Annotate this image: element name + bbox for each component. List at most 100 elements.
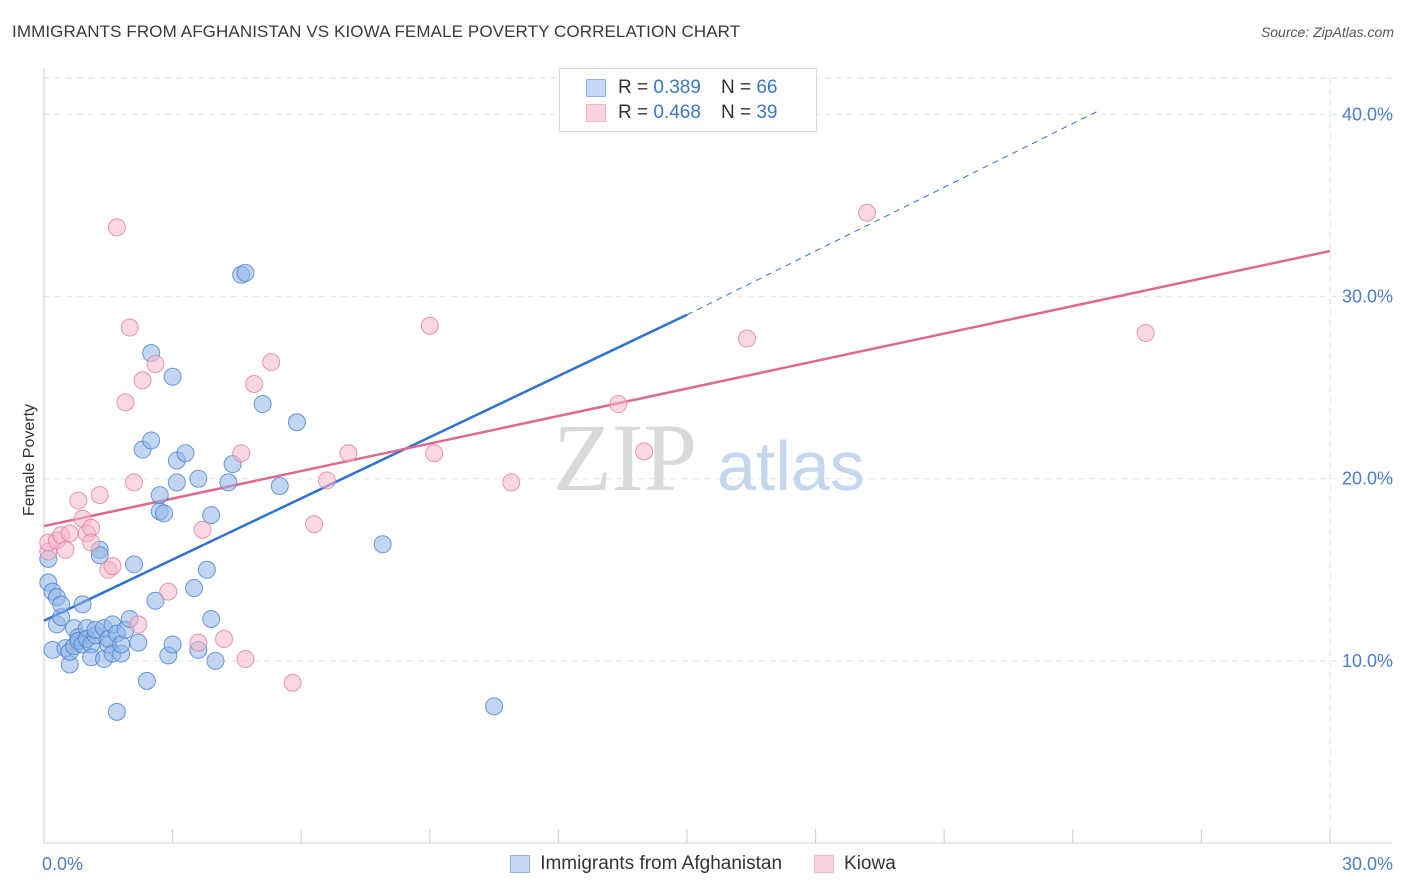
point-kiowa bbox=[159, 582, 178, 601]
point-kiowa bbox=[107, 218, 126, 237]
point-afghanistan bbox=[202, 506, 221, 525]
point-kiowa bbox=[858, 203, 877, 222]
trend-line-afghanistan bbox=[43, 313, 688, 622]
chart-title: IMMIGRANTS FROM AFGHANISTAN VS KIOWA FEM… bbox=[12, 22, 741, 41]
point-kiowa bbox=[420, 316, 439, 335]
point-afghanistan bbox=[137, 671, 156, 690]
y-tick-label: 10.0% bbox=[1342, 651, 1393, 671]
bottom-legend-label: Immigrants from Afghanistan bbox=[540, 853, 783, 874]
axes bbox=[43, 68, 1392, 844]
point-kiowa bbox=[103, 557, 122, 576]
bottom-legend-swatch-kiowa bbox=[814, 855, 835, 873]
legend-r-value: 0.468 bbox=[653, 102, 701, 123]
point-kiowa bbox=[189, 633, 208, 652]
legend-row-afghanistan: R = 0.389 N = 66 bbox=[586, 76, 777, 100]
watermark-atlas: atlas bbox=[717, 427, 865, 505]
point-kiowa bbox=[69, 491, 88, 510]
tick-labels: 10.0% 20.0% 30.0% 40.0% 0.0% 30.0% bbox=[42, 104, 1393, 874]
y-axis-label: Female Poverty bbox=[21, 404, 38, 516]
point-afghanistan bbox=[219, 473, 238, 492]
point-kiowa bbox=[133, 371, 152, 390]
legend-row-kiowa: R = 0.468 N = 39 bbox=[586, 101, 777, 125]
watermark-zip: ZIP bbox=[553, 404, 697, 511]
point-afghanistan bbox=[146, 591, 165, 610]
point-afghanistan bbox=[155, 504, 174, 523]
point-kiowa bbox=[82, 533, 101, 552]
point-afghanistan bbox=[189, 469, 208, 488]
legend-n-label: N = bbox=[720, 77, 752, 98]
point-kiowa bbox=[339, 444, 358, 463]
point-afghanistan bbox=[253, 395, 272, 414]
point-kiowa bbox=[305, 515, 324, 534]
x-tick-label: 0.0% bbox=[42, 854, 83, 874]
point-kiowa bbox=[635, 442, 654, 461]
point-kiowa bbox=[232, 444, 251, 463]
point-afghanistan bbox=[129, 633, 148, 652]
point-afghanistan bbox=[90, 546, 109, 565]
point-afghanistan bbox=[202, 609, 221, 628]
point-afghanistan bbox=[373, 535, 392, 554]
point-afghanistan bbox=[176, 444, 195, 463]
legend-n-label: N = bbox=[720, 102, 752, 123]
point-afghanistan bbox=[167, 473, 186, 492]
legend-swatch-afghanistan bbox=[586, 79, 606, 97]
x-tick-label: 30.0% bbox=[1342, 854, 1393, 874]
point-afghanistan bbox=[163, 367, 182, 386]
legend-n-value: 39 bbox=[756, 102, 778, 123]
legend-r-value: 0.389 bbox=[653, 77, 701, 98]
point-afghanistan bbox=[197, 560, 216, 579]
point-afghanistan bbox=[73, 595, 92, 614]
point-kiowa bbox=[245, 375, 264, 393]
bottom-legend-afghanistan: Immigrants from Afghanistan bbox=[510, 853, 782, 875]
point-kiowa bbox=[146, 354, 165, 373]
point-kiowa bbox=[215, 630, 234, 648]
watermark: ZIP atlas bbox=[553, 404, 865, 511]
point-kiowa bbox=[738, 329, 757, 348]
point-afghanistan bbox=[125, 555, 144, 574]
bottom-legend-swatch-afghanistan bbox=[510, 855, 531, 873]
point-kiowa bbox=[193, 520, 212, 539]
point-kiowa bbox=[283, 673, 302, 692]
point-kiowa bbox=[236, 650, 255, 669]
point-afghanistan bbox=[107, 702, 126, 721]
point-afghanistan bbox=[287, 413, 306, 432]
point-afghanistan bbox=[270, 477, 289, 495]
point-kiowa bbox=[116, 393, 135, 412]
point-afghanistan bbox=[236, 263, 255, 282]
point-kiowa bbox=[425, 444, 444, 463]
point-kiowa bbox=[60, 524, 79, 543]
legend-r-label: R = bbox=[618, 102, 649, 123]
point-afghanistan bbox=[163, 635, 182, 654]
y-tick-label: 40.0% bbox=[1342, 104, 1393, 124]
point-afghanistan bbox=[206, 651, 225, 670]
bottom-legend: Immigrants from Afghanistan Kiowa bbox=[0, 852, 1406, 876]
point-kiowa bbox=[609, 395, 628, 414]
point-kiowa bbox=[502, 473, 521, 492]
bottom-legend-label: Kiowa bbox=[844, 853, 896, 874]
point-kiowa bbox=[120, 318, 139, 337]
bottom-legend-kiowa: Kiowa bbox=[814, 853, 896, 875]
legend-swatch-kiowa bbox=[586, 104, 606, 122]
legend-r-label: R = bbox=[618, 77, 649, 98]
point-kiowa bbox=[56, 540, 75, 559]
trend-extension-afghanistan bbox=[686, 110, 1099, 316]
point-kiowa bbox=[90, 486, 109, 505]
point-kiowa bbox=[262, 353, 281, 372]
source-label: Source: ZipAtlas.com bbox=[1260, 24, 1394, 40]
point-kiowa bbox=[129, 615, 148, 634]
data-points bbox=[39, 203, 1155, 721]
point-afghanistan bbox=[142, 431, 161, 450]
point-kiowa bbox=[1136, 324, 1155, 342]
legend-n-value: 66 bbox=[756, 77, 778, 98]
point-afghanistan bbox=[185, 579, 204, 597]
trend-line-kiowa bbox=[43, 249, 1331, 528]
point-kiowa bbox=[317, 471, 336, 490]
legend: R = 0.389 N = 66 R = 0.468 N = 39 bbox=[559, 68, 817, 132]
y-tick-label: 20.0% bbox=[1342, 469, 1393, 489]
point-afghanistan bbox=[485, 697, 504, 716]
point-afghanistan bbox=[150, 486, 169, 505]
point-kiowa bbox=[125, 473, 144, 492]
y-tick-label: 30.0% bbox=[1342, 287, 1393, 307]
trend-lines bbox=[43, 110, 1331, 622]
